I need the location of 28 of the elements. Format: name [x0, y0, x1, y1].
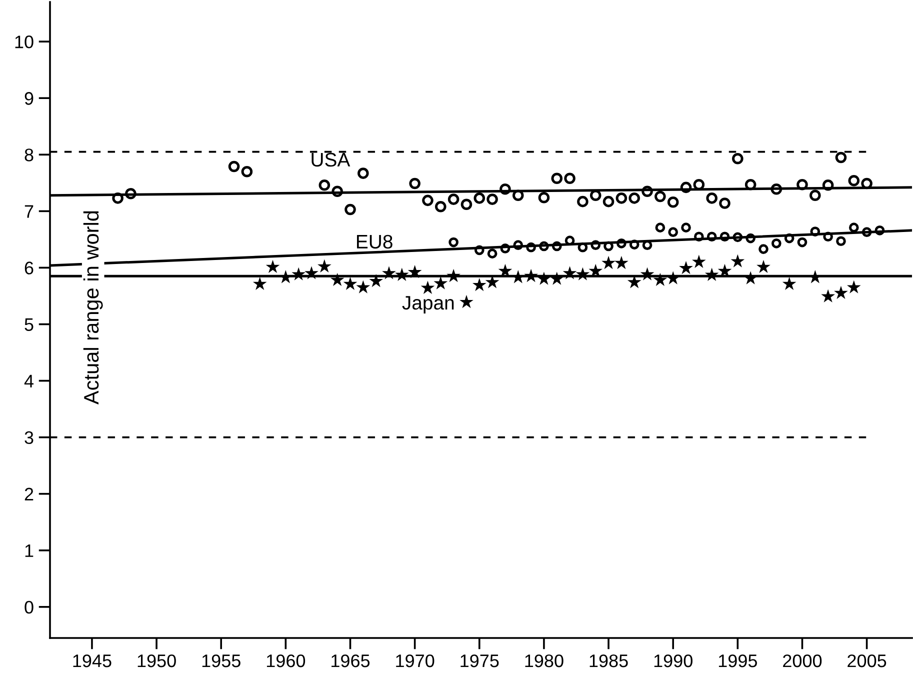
y-tick-label: 0: [24, 600, 34, 614]
x-tick-label: 1960: [266, 654, 306, 668]
x-tick-label: 2005: [848, 654, 886, 668]
y-tick-label: 4: [24, 374, 34, 388]
x-tick-label: 1950: [138, 654, 176, 668]
annotation: Actual range in world: [83, 211, 103, 405]
y-tick-label: 9: [24, 92, 34, 105]
series-label: Japan: [402, 296, 454, 314]
x-tick-label: 1970: [396, 654, 434, 668]
x-tick-label: 1980: [525, 654, 564, 668]
x-tick-label: 1985: [590, 654, 628, 668]
series-label: USA: [312, 152, 350, 167]
x-tick-label: 1975: [460, 654, 499, 668]
y-tick-label: 1: [25, 544, 34, 557]
series-label: EU8: [357, 234, 392, 249]
y-tick-label: 10: [15, 36, 34, 48]
y-tick-label: 5: [24, 318, 34, 331]
y-tick-label: 3: [24, 431, 34, 444]
y-tick-label: 8: [24, 148, 34, 162]
x-tick-label: 1955: [202, 654, 240, 668]
x-tick-label: 2000: [783, 654, 822, 668]
x-tick-label: 1945: [73, 654, 112, 668]
y-tick-label: 2: [24, 488, 34, 500]
y-tick-label: 6: [24, 262, 34, 274]
x-tick-label: 1990: [654, 654, 692, 668]
x-tick-label: 1995: [718, 654, 757, 668]
y-tick-label: 7: [24, 205, 34, 218]
x-tick-label: 1965: [332, 654, 370, 668]
